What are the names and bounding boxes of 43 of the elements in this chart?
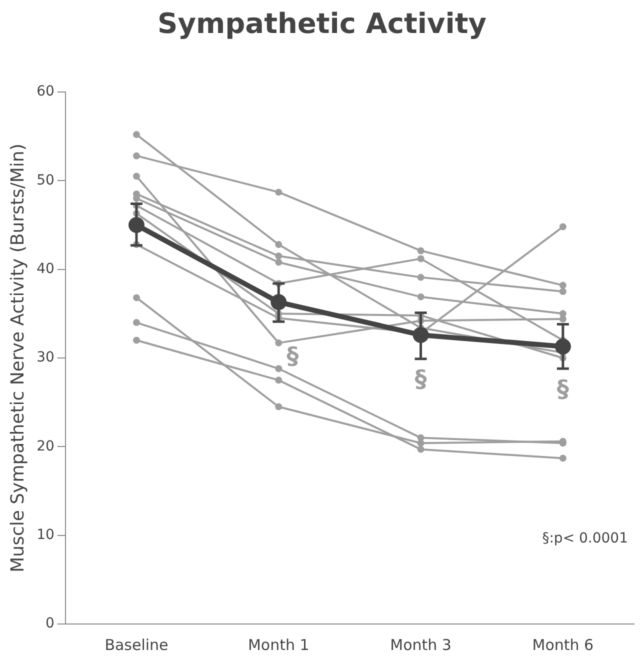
point bbox=[132, 172, 140, 180]
y-tick-label: 20 bbox=[36, 438, 54, 454]
point bbox=[275, 188, 282, 196]
point bbox=[275, 339, 282, 346]
point bbox=[559, 282, 566, 289]
point bbox=[559, 454, 566, 462]
point bbox=[275, 258, 282, 266]
point bbox=[417, 440, 424, 447]
point bbox=[417, 247, 424, 254]
annotation: § bbox=[286, 342, 299, 370]
y-tick-label: 60 bbox=[36, 84, 54, 100]
point bbox=[275, 241, 282, 248]
y-tick-label: 10 bbox=[36, 526, 54, 543]
y-tick-label: 50 bbox=[36, 172, 54, 188]
point bbox=[132, 131, 140, 138]
annotation: §:p< 0.0001 bbox=[542, 530, 628, 547]
point bbox=[132, 152, 140, 160]
x-tick-label: Baseline bbox=[104, 636, 168, 654]
point bbox=[132, 294, 140, 302]
point bbox=[275, 376, 282, 384]
point bbox=[275, 365, 282, 372]
point bbox=[417, 446, 424, 453]
point bbox=[559, 223, 566, 230]
y-axis-title: Muscle Sympathetic Nerve Activity (Bursts/Min) bbox=[7, 144, 28, 572]
annotation: § bbox=[556, 374, 569, 403]
annotation: § bbox=[414, 365, 427, 394]
point bbox=[559, 288, 566, 295]
chart-title: Sympathetic Activity bbox=[156, 6, 488, 42]
point bbox=[417, 274, 424, 281]
point bbox=[132, 190, 140, 198]
point bbox=[275, 403, 282, 410]
x-tick-label: Month 3 bbox=[390, 636, 452, 654]
point bbox=[132, 319, 140, 326]
y-tick-label: 30 bbox=[36, 350, 54, 366]
point bbox=[417, 293, 424, 300]
x-tick-label: Month 6 bbox=[532, 636, 594, 654]
point bbox=[417, 255, 424, 262]
x-tick-label: Month 1 bbox=[248, 636, 310, 654]
point bbox=[275, 252, 282, 260]
y-tick-label: 40 bbox=[36, 260, 54, 277]
y-tick-label: 0 bbox=[45, 616, 54, 632]
point bbox=[559, 315, 566, 322]
point bbox=[132, 336, 140, 344]
